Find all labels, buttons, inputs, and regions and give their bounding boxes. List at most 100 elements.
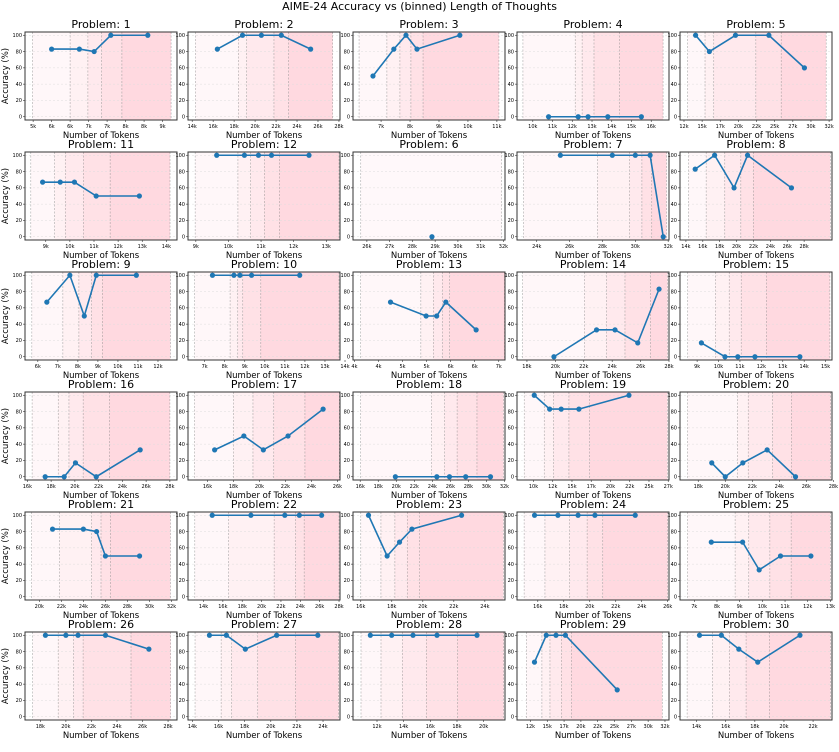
x-axis-label: Number of Tokens — [555, 491, 632, 501]
x-tick-label: 26k — [446, 484, 455, 490]
subplot-title: Problem: 23 — [395, 498, 463, 511]
x-axis-label: Number of Tokens — [391, 731, 468, 741]
bin-shade — [260, 272, 339, 360]
x-tick-label: 28k — [334, 124, 343, 130]
x-tick-label: 17k — [716, 124, 725, 130]
bin-shade — [593, 32, 620, 120]
data-point — [391, 46, 397, 52]
bin-shade — [58, 392, 69, 480]
y-tick-label: 40 — [344, 562, 350, 568]
y-tick-label: 0 — [511, 715, 514, 721]
subplot-title: Problem: 10 — [230, 258, 298, 271]
subplot-canvas: 9k 10k 11k 12k 13k 14k 15k 0 20 40 60 80 100 Number o… — [667, 271, 833, 381]
data-point — [797, 354, 803, 360]
data-point — [136, 193, 142, 199]
bin-shade — [402, 632, 427, 720]
x-tick-label: 27k — [385, 244, 394, 250]
x-tick-label: 32k — [664, 244, 673, 250]
bin-shade — [31, 512, 60, 600]
bin-shade — [273, 32, 289, 120]
bin-shade — [257, 632, 296, 720]
y-tick-label: 20 — [16, 458, 22, 464]
x-tick-label: 25k — [610, 724, 619, 730]
x-tick-label: 24k — [112, 724, 121, 730]
x-tick-label: 12k — [803, 604, 812, 610]
plot-frame — [352, 31, 506, 121]
x-tick-label: 8k — [714, 604, 720, 610]
y-tick-label: 40 — [671, 322, 677, 328]
x-tick-label: 28k — [334, 604, 343, 610]
x-tick-label: 27k — [788, 124, 797, 130]
y-tick-label: 40 — [179, 562, 185, 568]
data-point — [656, 286, 662, 292]
x-axis-label: Number of Tokens — [555, 611, 632, 621]
bin-shade — [476, 392, 504, 480]
bin-shade — [715, 272, 730, 360]
x-tick-label: 26k — [315, 604, 324, 610]
bin-shade — [457, 632, 504, 720]
x-tick-label: 13k — [778, 364, 787, 370]
data-point — [474, 632, 480, 638]
x-tick-label: 16k — [426, 724, 435, 730]
data-point — [792, 474, 799, 480]
subplot-canvas: 26k 27k 28k 29k 30k 31k 32k 0 20 40 60 80 100 Number … — [340, 151, 508, 261]
data-point — [320, 406, 326, 412]
data-point — [42, 632, 49, 638]
subplot: Problem: 5 12k 15k 17k 20k 22k 25k 27k 30k 32k 0 20… — [667, 18, 833, 152]
y-tick-label: 20 — [508, 458, 514, 464]
bin-shade — [131, 632, 171, 720]
data-point — [735, 354, 741, 360]
x-axis-label: Number of Tokens — [555, 251, 632, 261]
x-tick-label: 11k — [133, 364, 142, 370]
x-tick-label: 16k — [218, 604, 227, 610]
x-tick-label: 15k — [697, 124, 706, 130]
bin-shade — [553, 392, 569, 480]
x-tick-label: 10k — [758, 604, 767, 610]
y-tick-label: 80 — [179, 409, 185, 415]
subplot-title: Problem: 1 — [71, 18, 131, 31]
x-axis-label: Number of Tokens — [391, 251, 468, 261]
plot-frame — [352, 631, 506, 721]
x-tick-label: 16k — [647, 124, 656, 130]
y-tick-label: 0 — [674, 115, 677, 121]
data-point — [722, 474, 728, 480]
subplot-canvas: 14k 16k 18k 20k 22k 0 20 40 60 80 100 Number of Tok… — [667, 631, 833, 741]
y-tick-label: 0 — [182, 355, 185, 361]
bin-shade — [651, 152, 667, 240]
data-point — [214, 152, 220, 158]
x-tick-label: 32k — [167, 604, 176, 610]
y-tick-label: 80 — [671, 409, 677, 415]
data-point — [434, 474, 440, 480]
x-tick-label: 28k — [464, 484, 473, 490]
bin-shade — [549, 632, 562, 720]
subplot-title: Problem: 29 — [559, 618, 627, 631]
y-tick-label: 40 — [671, 442, 677, 448]
y-tick-label: 80 — [16, 289, 22, 295]
y-tick-label: 0 — [19, 355, 22, 361]
plot-frame — [516, 511, 670, 601]
x-axis-label: Number of Tokens — [391, 131, 468, 141]
y-tick-label: 40 — [671, 562, 677, 568]
x-tick-label: 28k — [165, 484, 174, 490]
subplot-title: Problem: 26 — [67, 618, 135, 631]
subplot: Problem: 16 16k 18k 20k 22k 24k 26k 28k 0 20 40 60 8… — [1, 378, 178, 512]
bin-shade — [522, 32, 576, 120]
bin-shade — [442, 272, 450, 360]
bin-shade — [195, 152, 238, 240]
y-tick-label: 100 — [340, 513, 350, 519]
plot-frame — [352, 271, 506, 361]
bin-shade — [304, 512, 340, 600]
y-tick-label: 20 — [179, 578, 185, 584]
subplot-canvas: 16k 18k 20k 22k 24k 26k 0 20 40 60 80 100 Number of … — [175, 391, 342, 501]
x-tick-label: 10k — [113, 364, 122, 370]
y-tick-label: 20 — [508, 98, 514, 104]
data-point — [248, 272, 255, 278]
data-point — [647, 152, 653, 158]
x-tick-label: 18k — [387, 604, 396, 610]
bin-shade — [641, 152, 652, 240]
bin-shade — [102, 272, 171, 360]
x-tick-label: 18k — [750, 724, 759, 730]
x-tick-label: 22k — [281, 484, 290, 490]
bin-shade — [250, 152, 265, 240]
data-point — [712, 152, 718, 158]
